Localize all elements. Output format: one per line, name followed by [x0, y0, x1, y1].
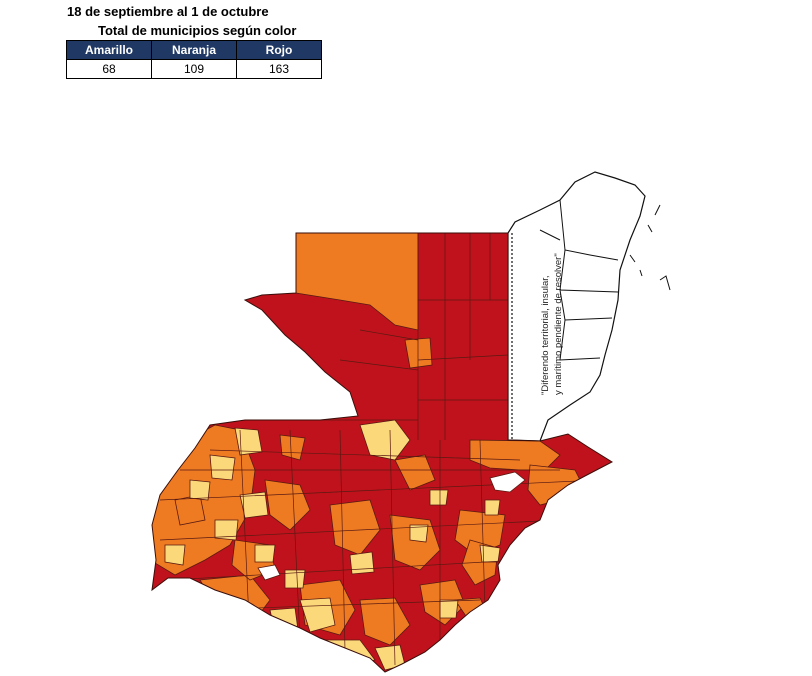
annotation-line-1: "Diferendo territorial, insular, — [540, 275, 551, 395]
header-naranja: Naranja — [151, 40, 237, 60]
table-header-row: Amarillo Naranja Rojo — [66, 40, 322, 60]
belize-outline — [507, 171, 646, 442]
annotation-line-2: y marítimo pendiente de resolver" — [553, 253, 564, 395]
guatemala-outline — [151, 232, 614, 673]
header-amarillo: Amarillo — [66, 40, 152, 60]
lake-izabal — [489, 471, 526, 493]
header-rojo: Rojo — [236, 40, 322, 60]
disputed-territory-note: "Diferendo territorial, insular, y marít… — [540, 253, 564, 395]
caribbean-islands — [629, 204, 671, 291]
municipal-borders — [159, 233, 601, 666]
table-row: 68 109 163 — [66, 59, 322, 79]
table-title: Total de municipios según color — [98, 23, 297, 38]
belize-internal-lines — [539, 199, 619, 361]
municipality-count-table: Amarillo Naranja Rojo 68 109 163 — [66, 40, 322, 79]
lake-atitlan — [257, 564, 281, 581]
value-naranja: 109 — [151, 59, 237, 79]
period-title: 18 de septiembre al 1 de octubre — [67, 4, 269, 19]
value-rojo: 163 — [236, 59, 322, 79]
